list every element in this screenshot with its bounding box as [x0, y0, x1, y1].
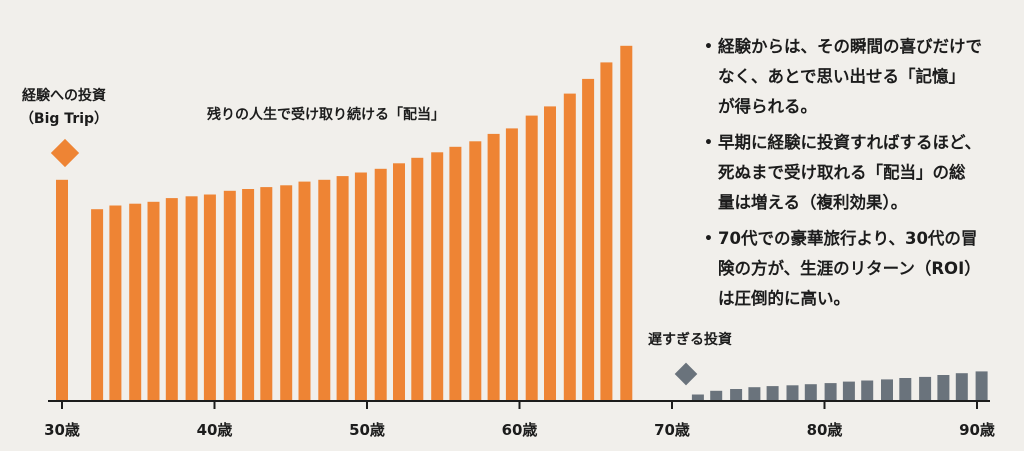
late-investment-label: 遅すぎる投資: [648, 331, 732, 348]
bar-late: [919, 376, 932, 400]
bar-late: [766, 386, 779, 400]
bar-dividends: [393, 163, 405, 400]
bar-late: [748, 387, 761, 400]
note-line: 険の方が、生涯のリターン（ROI）: [718, 259, 981, 278]
bar-late: [899, 378, 912, 400]
bar-dividends: [91, 209, 104, 400]
note-item: 早期に経験に投資すればするほど、 死ぬまで受け取れる「配当」の総 量は増える（複…: [704, 128, 1024, 218]
x-tick-label: 50歳: [349, 421, 385, 439]
bar-dividends: [505, 128, 518, 400]
bar-dividends: [563, 93, 576, 400]
bar-dividends: [431, 152, 444, 400]
x-tick-label: 80歳: [807, 421, 843, 439]
x-tick-label: 30歳: [44, 421, 80, 439]
bar-dividends: [336, 176, 349, 400]
big-trip-marker: [50, 138, 80, 168]
x-tick-label: 90歳: [959, 421, 995, 439]
note-line: 量は増える（複利効果）。: [718, 193, 908, 212]
bar-dividends: [582, 78, 595, 401]
x-axis-ticks: 30歳 40歳 50歳 60歳 70歳 80歳 90歳: [44, 401, 995, 439]
x-tick-label: 40歳: [197, 421, 233, 439]
notes-list: 経験からは、その瞬間の喜びだけで なく、あとで思い出せる「記憶」 が得られる。 …: [704, 32, 1024, 320]
note-line: なく、あとで思い出せる「記憶」: [718, 67, 966, 86]
bar-dividends: [223, 190, 236, 400]
bar-late: [881, 379, 893, 400]
late-investment-marker: [674, 362, 698, 386]
bar-dividends: [165, 198, 178, 400]
bar-late: [804, 384, 817, 400]
bar-dividends: [600, 62, 613, 401]
note-line: は圧倒的に高い。: [718, 289, 850, 308]
bar-late: [937, 375, 950, 400]
bar-dividends: [242, 189, 255, 400]
bar-late: [710, 390, 723, 400]
note-item: 経験からは、その瞬間の喜びだけで なく、あとで思い出せる「記憶」 が得られる。: [704, 32, 1024, 122]
note-item: 70代での豪華旅行より、30代の冒 険の方が、生涯のリターン（ROI） は圧倒的…: [704, 224, 1024, 314]
bar-dividends: [620, 45, 633, 401]
bar-dividends: [109, 205, 122, 400]
bar-dividends: [185, 196, 198, 400]
x-tick-label: 70歳: [654, 421, 690, 439]
bar-dividends: [280, 185, 293, 400]
x-tick-label: 60歳: [502, 421, 538, 439]
bar-dividends: [203, 194, 216, 400]
note-line: 死ぬまで受け取れる「配当」の総: [718, 163, 966, 182]
bar-late: [824, 383, 837, 400]
bar-dividends: [544, 106, 556, 401]
bar-late: [730, 389, 743, 400]
note-line: が得られる。: [718, 97, 817, 116]
bar-late: [861, 380, 874, 400]
bar-dividends: [449, 146, 462, 400]
bar-dividends: [525, 115, 538, 400]
big-trip-sublabel: （Big Trip）: [20, 111, 108, 127]
bar-dividends: [129, 203, 142, 400]
bar-dividends: [298, 181, 311, 400]
bar-dividends: [469, 141, 482, 401]
bar-late: [955, 373, 968, 400]
big-trip-label: 経験への投資: [22, 87, 106, 104]
bar-dividends: [260, 187, 273, 400]
bar-late: [842, 381, 855, 400]
note-line: 経験からは、その瞬間の喜びだけで: [718, 37, 982, 56]
bar-late: [786, 385, 799, 400]
bar-dividends: [318, 179, 331, 400]
bar-dividends: [147, 201, 160, 400]
bar-dividends: [487, 133, 500, 400]
note-line: 70代での豪華旅行より、30代の冒: [718, 229, 978, 248]
note-line: 早期に経験に投資すればするほど、: [718, 133, 982, 152]
dividends-label: 残りの人生で受け取り続ける「配当」: [207, 106, 445, 123]
bar-big_trip: [56, 179, 68, 400]
bar-late: [691, 394, 704, 400]
bar-dividends: [354, 172, 367, 400]
bar-late: [975, 371, 988, 400]
bar-dividends: [374, 168, 387, 400]
bar-dividends: [411, 157, 424, 400]
bars-group: [56, 45, 988, 401]
